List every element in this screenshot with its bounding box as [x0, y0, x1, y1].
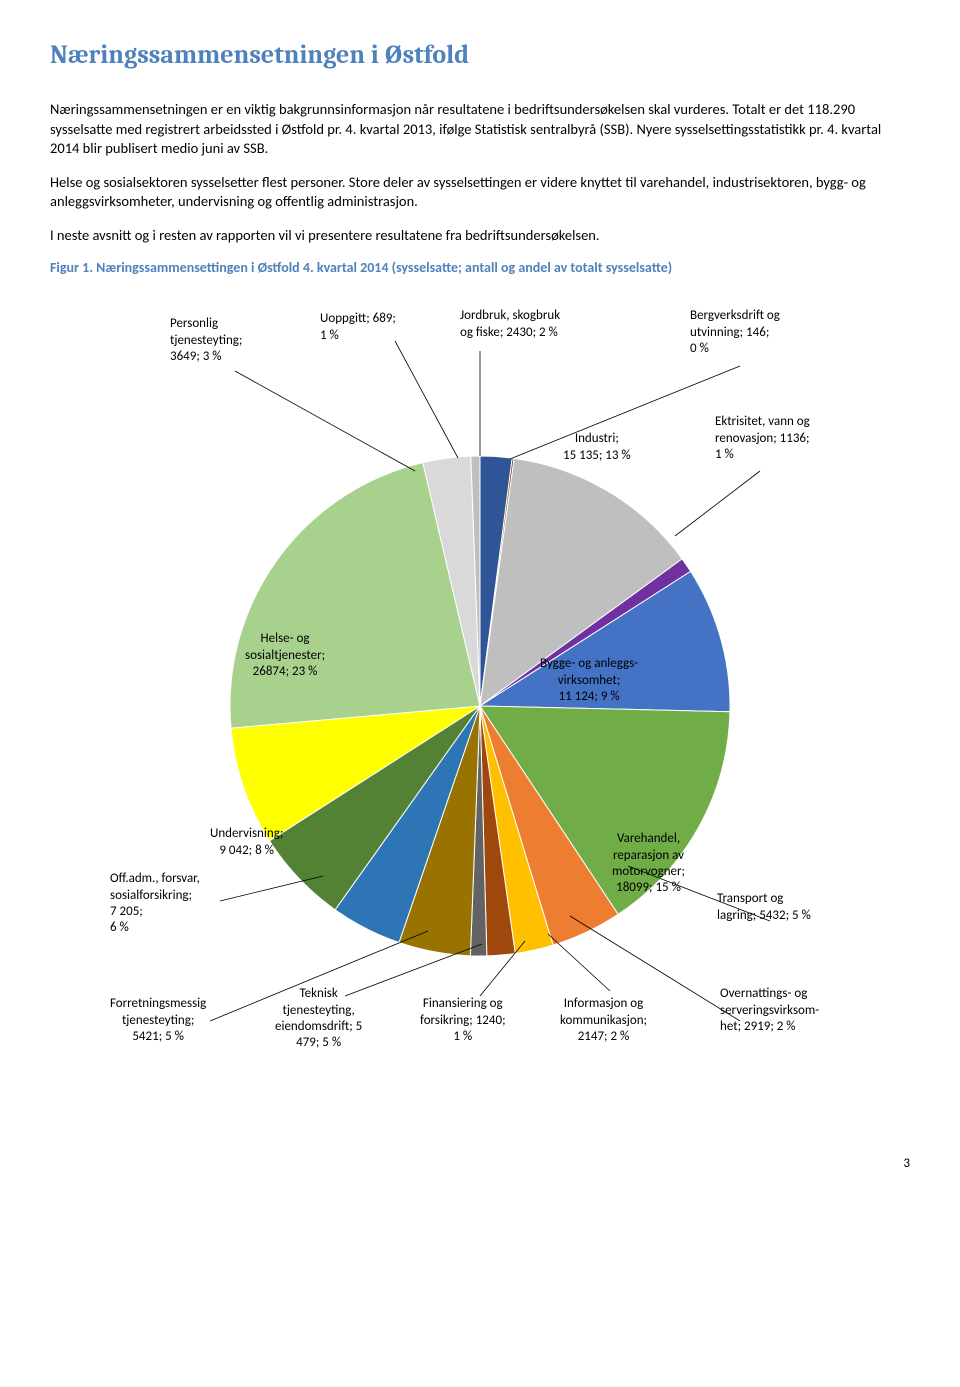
leader-line: [345, 944, 482, 996]
pie-slice-label: Industri; 15 135; 13 %: [563, 431, 631, 464]
leader-line: [548, 934, 610, 991]
intro-paragraph-3: I neste avsnitt og i resten av rapporten…: [50, 226, 910, 246]
pie-chart: Jordbruk, skogbruk og fiske; 2430; 2 % Be…: [50, 296, 910, 1116]
pie-slice-label: Jordbruk, skogbruk og fiske; 2430; 2 %: [460, 308, 560, 341]
intro-paragraph-2: Helse og sosialsektoren sysselsetter fle…: [50, 173, 910, 212]
pie-slice-label: Off.adm., forsvar, sosialforsikring; 7 2…: [110, 871, 200, 936]
leader-line: [220, 876, 323, 901]
pie-slice-label: Varehandel, reparasjon av motorvogner; 1…: [612, 831, 685, 896]
pie-slice-label: Transport og lagring; 5432; 5 %: [717, 891, 811, 924]
intro-paragraph-1: Næringssammensetningen er en viktig bakg…: [50, 100, 910, 159]
pie-slice-label: Finansiering og forsikring; 1240; 1 %: [420, 996, 506, 1045]
page-title: Næringssammensetningen i Østfold: [50, 40, 910, 70]
pie-slice-label: Undervisning; 9 042; 8 %: [210, 826, 283, 859]
pie-slice-label: Teknisk tjenesteyting, eiendomsdrift; 5 …: [275, 986, 362, 1051]
pie-slice-label: Personlig tjenesteyting; 3649; 3 %: [170, 316, 242, 365]
pie-slice-label: Ektrisitet, vann og renovasjon; 1136; 1 …: [715, 414, 810, 463]
pie-slice-label: Uoppgitt; 689; 1 %: [320, 311, 396, 344]
pie-slice-label: Forretningsmessig tjenesteyting; 5421; 5…: [110, 996, 206, 1045]
leader-line: [395, 341, 458, 458]
pie-slice-label: Bergverksdrift og utvinning; 146; 0 %: [690, 308, 780, 357]
pie-slice-label: Bygge- og anleggs- virksomhet; 11 124; 9…: [540, 656, 638, 705]
leader-line: [675, 471, 760, 536]
figure-caption: Figur 1. Næringssammensettingen i Østfol…: [50, 259, 910, 276]
leader-line: [235, 371, 415, 471]
pie-slice-label: Informasjon og kommunikasjon; 2147; 2 %: [560, 996, 647, 1045]
page-number: 3: [50, 1156, 910, 1171]
pie-slice-label: Helse- og sosialtjenester; 26874; 23 %: [245, 631, 325, 680]
pie-slice-label: Overnattings- og serveringsvirksom- het;…: [720, 986, 819, 1035]
